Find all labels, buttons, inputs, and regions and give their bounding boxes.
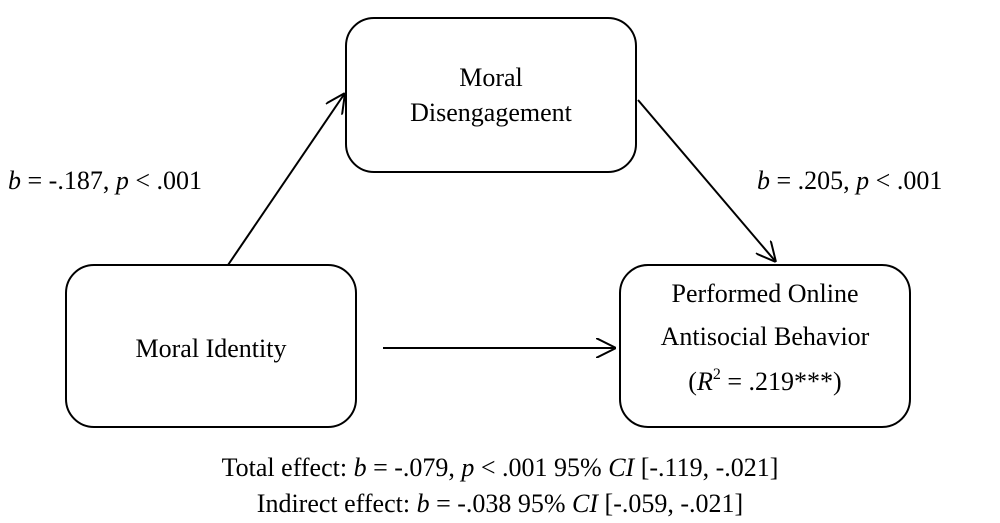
label-run: Disengagement: [410, 98, 573, 127]
arrow: [637, 99, 776, 262]
label-run: p: [854, 166, 869, 195]
label-run: p: [459, 453, 474, 482]
superscript: 2: [713, 366, 721, 383]
effect-line: Indirect effect: b = -.038 95% CI [-.059…: [257, 489, 743, 518]
effect-line: Total effect: b = -.079, p < .001 95% CI…: [222, 453, 779, 482]
label-run: Moral Identity: [136, 334, 287, 363]
label-run: CI: [608, 453, 635, 482]
label-run: CI: [572, 489, 599, 518]
label-run: = -.038 95%: [430, 489, 572, 518]
label-run: R: [696, 367, 713, 396]
label-run: = -.187,: [21, 166, 116, 195]
node-label: Antisocial Behavior: [661, 322, 870, 351]
label-run: = .205,: [770, 166, 856, 195]
label-run: < .001: [129, 166, 202, 195]
label-run: Indirect effect:: [257, 489, 417, 518]
node-label: (R2 = .219***): [688, 366, 841, 396]
label-run: b: [8, 166, 21, 195]
node-box: [65, 264, 357, 428]
label-run: p: [114, 166, 129, 195]
label-run: Antisocial Behavior: [661, 322, 870, 351]
node-label: Disengagement: [410, 98, 573, 127]
label-run: = -.079,: [367, 453, 462, 482]
label-run: b: [417, 489, 430, 518]
label-run: b: [354, 453, 367, 482]
label-run: Moral: [459, 63, 523, 92]
label-run: [-.059, -.021]: [598, 489, 743, 518]
node-box: [345, 17, 637, 173]
label-run: [-.119, -.021]: [634, 453, 778, 482]
label-run: (: [688, 367, 697, 396]
label-run: b: [757, 166, 770, 195]
label-run: Total effect:: [222, 453, 354, 482]
node-label: Moral: [459, 63, 523, 92]
label-run: Performed Online: [671, 279, 858, 308]
label-run: < .001 95%: [474, 453, 608, 482]
path-label: b = .205, p < .001: [757, 166, 942, 195]
label-run: = .219***): [721, 367, 842, 396]
node-label: Moral Identity: [136, 334, 287, 363]
node-label: Performed Online: [671, 279, 858, 308]
node-box: [619, 264, 911, 428]
label-run: < .001: [869, 166, 942, 195]
path-label: b = -.187, p < .001: [8, 166, 202, 195]
arrow: [227, 93, 345, 266]
